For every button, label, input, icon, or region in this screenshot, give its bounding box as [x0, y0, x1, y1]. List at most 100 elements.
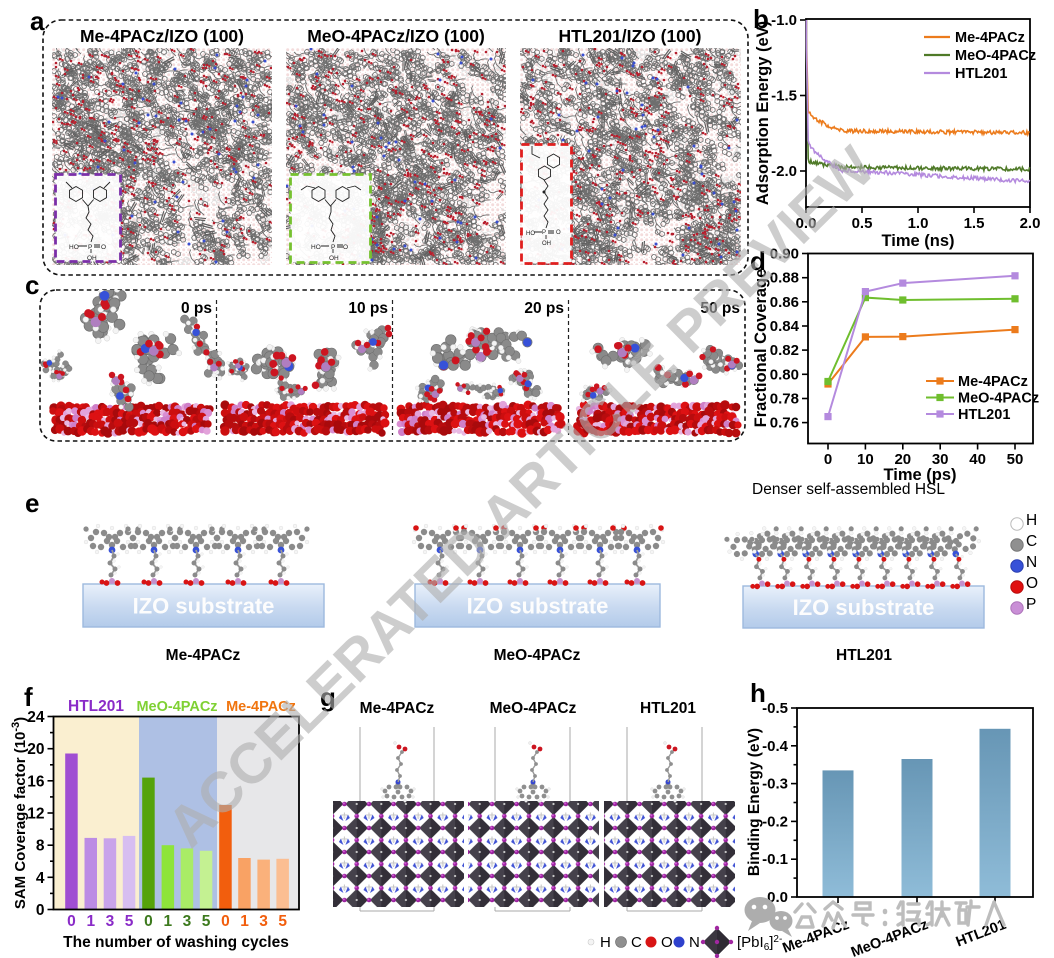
svg-text:-1.5: -1.5 — [771, 88, 797, 105]
svg-text:5: 5 — [278, 913, 287, 930]
svg-text:O: O — [556, 230, 561, 236]
svg-text:Denser self-assembled HSL: Denser self-assembled HSL — [752, 481, 945, 498]
svg-text:HO: HO — [311, 244, 321, 251]
svg-text:0: 0 — [824, 451, 832, 468]
svg-text:Me-4PACz: Me-4PACz — [958, 374, 1028, 390]
svg-text:8: 8 — [36, 838, 45, 855]
svg-text:Time (ps): Time (ps) — [883, 466, 956, 484]
svg-text:Me-4PACz: Me-4PACz — [226, 699, 296, 715]
svg-text:HTL201: HTL201 — [640, 700, 696, 717]
svg-text:0: 0 — [144, 913, 153, 930]
svg-text:50 ps: 50 ps — [700, 300, 740, 317]
svg-text:MeO-4PACz/IZO (100): MeO-4PACz/IZO (100) — [307, 26, 485, 46]
svg-text:0: 0 — [221, 913, 230, 930]
svg-text:P: P — [88, 244, 92, 251]
svg-text:Me-4PACz: Me-4PACz — [360, 700, 435, 717]
svg-text:0.5: 0.5 — [852, 215, 873, 232]
svg-text:HTL201: HTL201 — [955, 66, 1007, 82]
svg-text:0.82: 0.82 — [770, 342, 799, 359]
svg-text:Time (ns): Time (ns) — [881, 232, 954, 250]
svg-text:MeO-4PACz: MeO-4PACz — [494, 647, 581, 664]
svg-text:N: N — [689, 934, 700, 951]
svg-text:3: 3 — [106, 913, 115, 930]
svg-text:20: 20 — [894, 451, 911, 468]
svg-text:4: 4 — [36, 870, 45, 887]
svg-text:C: C — [1026, 533, 1037, 550]
svg-text:O: O — [343, 244, 348, 251]
svg-text:MeO-4PACz: MeO-4PACz — [490, 700, 577, 717]
svg-text:HO: HO — [69, 244, 79, 251]
svg-text:0.0: 0.0 — [767, 889, 788, 906]
svg-text:0.86: 0.86 — [770, 294, 799, 311]
svg-text:HTL201: HTL201 — [68, 698, 124, 715]
svg-text:0.80: 0.80 — [770, 366, 799, 383]
svg-text:H: H — [600, 934, 611, 951]
svg-text:3: 3 — [183, 913, 192, 930]
svg-text:0.78: 0.78 — [770, 391, 799, 408]
svg-text:1: 1 — [86, 913, 95, 930]
svg-text:-0.2: -0.2 — [762, 813, 788, 830]
svg-text:Fractional Coverage: Fractional Coverage — [752, 269, 770, 428]
svg-text:OH: OH — [87, 255, 97, 262]
svg-text:30: 30 — [932, 451, 949, 468]
svg-text:0.88: 0.88 — [770, 270, 799, 287]
svg-text:10: 10 — [857, 451, 874, 468]
svg-text:16: 16 — [27, 773, 45, 790]
svg-text:The number of washing cycles: The number of washing cycles — [63, 934, 289, 951]
svg-text:P: P — [331, 244, 335, 251]
svg-text:24: 24 — [27, 709, 45, 726]
svg-text:MeO-4PACz: MeO-4PACz — [958, 391, 1039, 407]
svg-text:1: 1 — [163, 913, 172, 930]
svg-text:1.0: 1.0 — [908, 215, 929, 232]
svg-text:0.0: 0.0 — [796, 215, 817, 232]
svg-text:HTL201/IZO (100): HTL201/IZO (100) — [559, 26, 702, 46]
svg-text:-2.0: -2.0 — [771, 163, 797, 180]
svg-text:SAM Coverage factor (10-3): SAM Coverage factor (10-3) — [10, 717, 29, 909]
svg-text:Binding Energy (eV): Binding Energy (eV) — [746, 728, 763, 876]
svg-text:2.0: 2.0 — [1020, 215, 1041, 232]
svg-text:-0.4: -0.4 — [762, 738, 789, 755]
svg-text:O: O — [101, 244, 106, 251]
svg-text:1: 1 — [240, 913, 249, 930]
svg-text:-0.5: -0.5 — [762, 700, 788, 717]
svg-text:0: 0 — [67, 913, 76, 930]
svg-text:C: C — [631, 934, 642, 951]
svg-text:[PbI6]2-: [PbI6]2- — [737, 934, 782, 953]
svg-text:20: 20 — [27, 741, 44, 758]
svg-text:12: 12 — [27, 806, 44, 823]
svg-text:HTL201: HTL201 — [958, 407, 1010, 423]
svg-text:Adsorption Energy (eV): Adsorption Energy (eV) — [754, 21, 772, 205]
svg-text:H: H — [1026, 512, 1037, 529]
svg-text:0: 0 — [36, 902, 45, 919]
svg-text:10 ps: 10 ps — [348, 300, 388, 317]
svg-text:P: P — [1026, 596, 1036, 613]
svg-text:Me-4PACz: Me-4PACz — [166, 647, 241, 664]
svg-text:0 ps: 0 ps — [181, 300, 212, 317]
svg-text:3: 3 — [259, 913, 268, 930]
svg-text:Me-4PACz/IZO (100): Me-4PACz/IZO (100) — [80, 26, 244, 46]
svg-text:0.84: 0.84 — [770, 318, 800, 335]
svg-text:0.90: 0.90 — [770, 246, 799, 263]
svg-text:IZO substrate: IZO substrate — [133, 594, 275, 619]
svg-text:5: 5 — [202, 913, 211, 930]
svg-text:O: O — [661, 934, 673, 951]
svg-text:5: 5 — [125, 913, 134, 930]
svg-text:OH: OH — [542, 241, 551, 247]
svg-text:MeO-4PACz: MeO-4PACz — [136, 699, 217, 715]
svg-text:IZO substrate: IZO substrate — [793, 595, 935, 620]
svg-text:20 ps: 20 ps — [524, 300, 564, 317]
svg-text:MeO-4PACz: MeO-4PACz — [955, 48, 1036, 64]
svg-text:-0.3: -0.3 — [762, 776, 788, 793]
svg-text:50: 50 — [1007, 451, 1024, 468]
svg-text:HO: HO — [526, 231, 535, 237]
svg-text:N: N — [1026, 554, 1037, 571]
svg-text:HTL201: HTL201 — [836, 647, 892, 664]
svg-text:Me-4PACz: Me-4PACz — [955, 30, 1025, 46]
svg-text:OH: OH — [329, 255, 339, 262]
svg-text:-0.1: -0.1 — [762, 851, 788, 868]
svg-text:-1.0: -1.0 — [771, 12, 797, 29]
svg-text:1.5: 1.5 — [964, 215, 985, 232]
svg-text:40: 40 — [969, 451, 986, 468]
svg-text:P: P — [542, 230, 546, 236]
svg-text:IZO substrate: IZO substrate — [467, 594, 609, 619]
